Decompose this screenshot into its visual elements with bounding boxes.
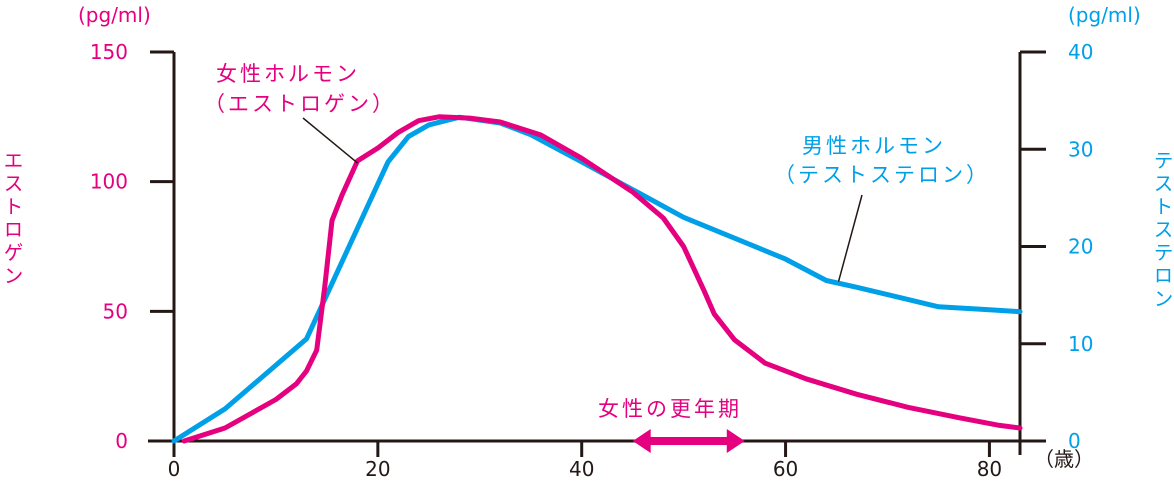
female-hormone-label-line1: 女性ホルモン: [216, 62, 360, 86]
y-right-tick-label: 10: [1068, 332, 1093, 356]
estrogen-line: [181, 114, 1023, 444]
female-label-leader: [302, 117, 358, 164]
x-tick-label: 40: [569, 457, 594, 481]
x-tick-label: 0: [168, 457, 181, 481]
menopause-label: 女性の更年期: [598, 397, 742, 421]
y-left-tick-label: 100: [90, 170, 128, 194]
female-hormone-label-line2: （エストロゲン）: [204, 92, 396, 116]
male-hormone-label-line1: 男性ホルモン: [802, 134, 946, 158]
x-axis-unit: （歳）: [1034, 447, 1094, 471]
y-left-tick-label: 0: [115, 429, 128, 453]
y-right-tick-label: 0: [1068, 429, 1081, 453]
annotations: [302, 117, 863, 453]
x-tick-label: 80: [977, 457, 1002, 481]
y-left-axis-label: エストロゲン: [0, 150, 24, 288]
y-right-tick-label: 40: [1068, 40, 1093, 64]
y-right-tick-label: 30: [1068, 137, 1093, 161]
y-right-axis-label: テストステロン: [1150, 150, 1174, 311]
menopause-arrow-head-left: [632, 429, 651, 453]
x-tick-label: 20: [365, 457, 390, 481]
menopause-arrow-head-right: [726, 429, 745, 453]
male-label-leader: [837, 194, 863, 282]
y-right-tick-label: 20: [1068, 235, 1093, 259]
testosterone-line: [171, 114, 1023, 444]
x-tick-label: 60: [773, 457, 798, 481]
ticks: 0 50 100 150 0 10 20 30 40 0 20 40 60 80: [90, 40, 1094, 481]
y-left-tick-label: 50: [103, 299, 128, 323]
series-lines: [171, 114, 1023, 444]
y-left-unit: (pg/ml): [78, 3, 151, 27]
y-left-tick-label: 150: [90, 40, 128, 64]
y-right-unit: (pg/ml): [1068, 3, 1141, 27]
male-hormone-label-line2: （テストステロン）: [774, 163, 990, 187]
axes: [148, 52, 1046, 455]
